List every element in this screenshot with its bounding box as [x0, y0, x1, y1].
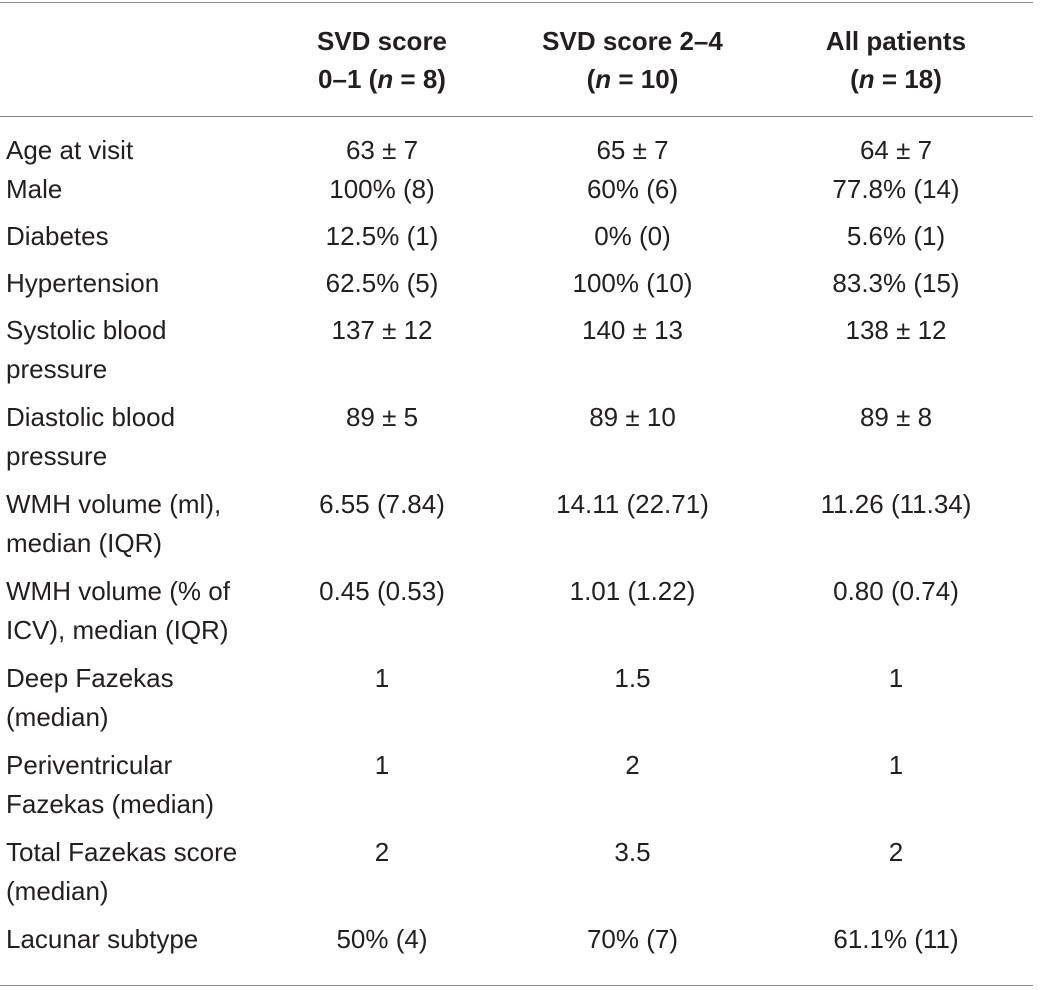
- cell-svd-0-1: 137 ± 12: [331, 315, 433, 345]
- cell-all-patients: 61.1% (11): [833, 924, 959, 954]
- cell-svd-2-4: 65 ± 7: [596, 135, 669, 165]
- row-label-line2: median (IQR): [6, 528, 163, 558]
- table-header: SVD score 0–1 (n = 8) SVD score 2–4 (n =…: [0, 3, 1033, 116]
- header-all-patients: All patients (n = 18): [759, 3, 1033, 116]
- cell-svd-2-4: 140 ± 13: [581, 315, 684, 345]
- header-svd-2-4: SVD score 2–4 (n = 10): [506, 3, 759, 116]
- header-svd-0-1-line2-post: = 8): [393, 63, 446, 94]
- header-row: SVD score 0–1 (n = 8) SVD score 2–4 (n =…: [0, 3, 1033, 116]
- row-label: Diabetes: [6, 221, 109, 251]
- row-label: Periventricular Fazekas (median): [0, 746, 258, 833]
- row-label-line2: (median): [6, 876, 109, 906]
- row-label-line1: Systolic blood: [6, 315, 167, 345]
- cell-all-patients: 11.26 (11.34): [820, 489, 972, 519]
- table-row: Lacunar subtype 50% (4) 70% (7) 61.1% (1…: [0, 920, 1033, 970]
- cell-svd-0-1: 6.55 (7.84): [319, 489, 445, 519]
- table-row: Systolic blood pressure 137 ± 12 140 ± 13…: [0, 311, 1033, 398]
- table-header-rule: [0, 116, 1033, 117]
- table-row: Diabetes 12.5% (1) 0% (0) 5.6% (1): [0, 217, 1033, 264]
- row-label: Age at visit: [6, 135, 134, 165]
- header-svd-2-4-line2-post: = 10): [611, 63, 679, 94]
- row-label-line1: Deep Fazekas: [6, 663, 174, 693]
- cell-svd-2-4: 89 ± 10: [589, 402, 676, 432]
- header-svd-0-1-line1: SVD score: [316, 25, 448, 56]
- row-label: WMH volume (ml), median (IQR): [0, 485, 258, 572]
- row-label-line1: Periventricular: [6, 750, 173, 780]
- table-bottom-rule: [0, 985, 1033, 986]
- cell-svd-0-1: 1: [374, 750, 390, 780]
- cell-svd-2-4: 0% (0): [594, 221, 671, 251]
- table-row: Male 100% (8) 60% (6) 77.8% (14): [0, 170, 1033, 217]
- cell-svd-0-1: 100% (8): [329, 174, 435, 204]
- header-svd-0-1-n: n: [377, 63, 394, 94]
- row-label: Total Fazekas score (median): [0, 833, 258, 920]
- header-svd-2-4-line2-pre: (: [586, 63, 596, 94]
- cell-all-patients: 77.8% (14): [832, 174, 960, 204]
- row-label-line2: (median): [6, 702, 109, 732]
- header-svd-2-4-line1: SVD score 2–4: [542, 25, 723, 56]
- cell-svd-0-1: 63 ± 7: [345, 135, 419, 165]
- header-svd-0-1: SVD score 0–1 (n = 8): [258, 3, 506, 116]
- cell-svd-2-4: 100% (10): [572, 268, 693, 298]
- row-label-line2: ICV), median (IQR): [6, 615, 229, 645]
- row-label: Diastolic blood pressure: [0, 398, 258, 485]
- table-row: Diastolic blood pressure 89 ± 5 89 ± 10 8…: [0, 398, 1033, 485]
- table-body: Age at visit 63 ± 7 65 ± 7 64 ± 7 Male 1…: [0, 116, 1033, 970]
- row-label-line1: Total Fazekas score: [6, 837, 238, 867]
- cell-all-patients: 1: [888, 663, 904, 693]
- cell-svd-2-4: 3.5: [614, 837, 651, 867]
- cell-svd-2-4: 1.5: [614, 663, 651, 693]
- row-label: Systolic blood pressure: [0, 311, 258, 398]
- row-label-line1: Diastolic blood: [6, 402, 176, 432]
- header-all-patients-line2-post: = 18): [874, 63, 942, 94]
- cell-svd-0-1: 12.5% (1): [325, 221, 439, 251]
- cell-svd-2-4: 2: [625, 750, 640, 780]
- table-row: WMH volume (ml), median (IQR) 6.55 (7.84)…: [0, 485, 1033, 572]
- cell-svd-2-4: 70% (7): [586, 924, 679, 954]
- header-svd-0-1-line2-pre: 0–1 (: [318, 63, 378, 94]
- cell-svd-0-1: 50% (4): [336, 924, 428, 954]
- header-all-patients-line2-pre: (: [850, 63, 859, 94]
- cell-svd-0-1: 1: [374, 663, 390, 693]
- cell-all-patients: 83.3% (15): [832, 268, 960, 298]
- cell-svd-0-1: 89 ± 5: [345, 402, 419, 432]
- cell-svd-0-1: 2: [374, 837, 390, 867]
- cell-all-patients: 5.6% (1): [846, 221, 946, 251]
- table-top-rule: [0, 2, 1033, 3]
- row-label-line2: Fazekas (median): [6, 789, 215, 819]
- cell-svd-0-1: 0.45 (0.53): [319, 576, 445, 606]
- cell-all-patients: 64 ± 7: [859, 135, 933, 165]
- row-label-line1: WMH volume (ml),: [6, 489, 222, 519]
- table-row: WMH volume (% of ICV), median (IQR) 0.45 …: [0, 572, 1033, 659]
- cell-all-patients: 2: [888, 837, 904, 867]
- header-blank-cell: [0, 3, 258, 116]
- row-label: Deep Fazekas (median): [0, 659, 258, 746]
- cell-all-patients: 89 ± 8: [859, 402, 933, 432]
- header-all-patients-n: n: [858, 63, 875, 94]
- cell-all-patients: 0.80 (0.74): [833, 576, 959, 606]
- row-label-line2: pressure: [6, 354, 108, 384]
- row-label: Hypertension: [6, 268, 160, 298]
- cell-svd-2-4: 14.11 (22.71): [556, 489, 709, 519]
- row-label: Male: [6, 174, 63, 204]
- row-label: Lacunar subtype: [6, 924, 199, 954]
- table-row: Total Fazekas score (median) 2 3.5 2: [0, 833, 1033, 920]
- row-label: WMH volume (% of ICV), median (IQR): [0, 572, 258, 659]
- table-row: Deep Fazekas (median) 1 1.5 1: [0, 659, 1033, 746]
- row-label-line2: pressure: [6, 441, 108, 471]
- cell-all-patients: 1: [888, 750, 904, 780]
- table-row: Periventricular Fazekas (median) 1 2 1: [0, 746, 1033, 833]
- table-row: Hypertension 62.5% (5) 100% (10) 83.3% (…: [0, 264, 1033, 311]
- header-svd-2-4-n: n: [595, 63, 612, 94]
- row-label-line1: WMH volume (% of: [6, 576, 230, 606]
- data-table: SVD score 0–1 (n = 8) SVD score 2–4 (n =…: [0, 3, 1033, 970]
- cell-all-patients: 138 ± 12: [845, 315, 947, 345]
- cell-svd-2-4: 60% (6): [586, 174, 679, 204]
- cell-svd-2-4: 1.01 (1.22): [569, 576, 696, 606]
- table-row: Age at visit 63 ± 7 65 ± 7 64 ± 7: [0, 116, 1033, 170]
- header-all-patients-line1: All patients: [825, 25, 967, 56]
- cell-svd-0-1: 62.5% (5): [325, 268, 439, 298]
